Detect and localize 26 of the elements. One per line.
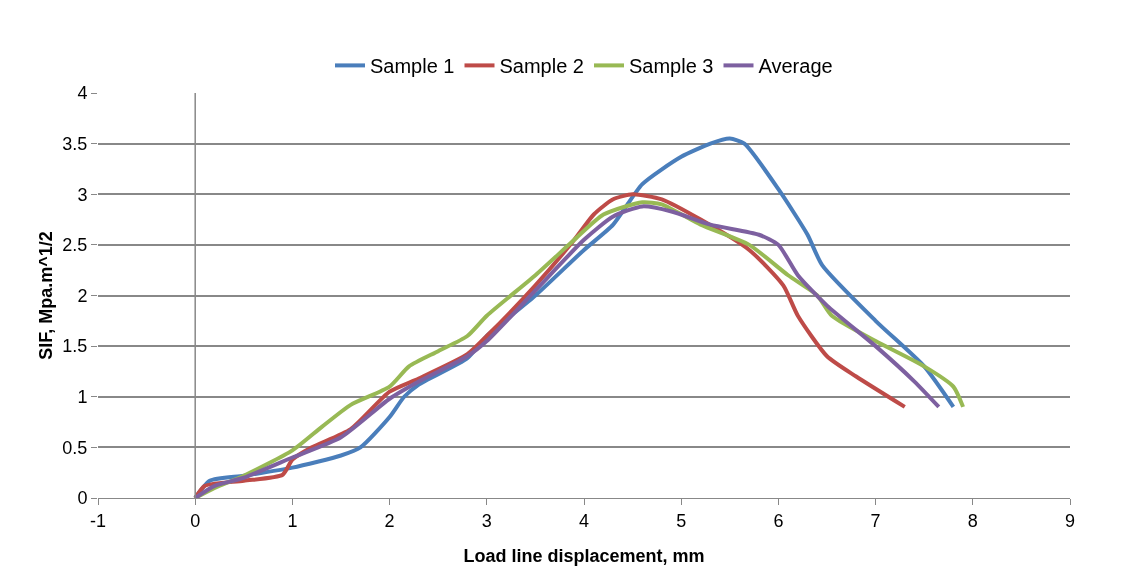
y-tick-label: 2.5 (62, 235, 88, 256)
y-tick-label: 0 (77, 488, 88, 509)
x-tick-label: 5 (676, 510, 687, 531)
y-tick-label: 1 (77, 387, 88, 408)
x-tick-label: 9 (1064, 510, 1076, 531)
legend-label: Sample 1 (370, 55, 455, 78)
x-tick-label: 6 (773, 510, 784, 531)
y-tick-label: 2 (77, 285, 88, 306)
x-tick-label: -1 (89, 510, 107, 531)
y-tick-label: 3 (77, 184, 88, 205)
x-tick-label: 7 (870, 510, 881, 531)
x-tick-label: 2 (384, 510, 395, 531)
x-tick-label: 8 (967, 510, 978, 531)
x-axis-title: Load line displacement, mm (463, 546, 705, 566)
y-axis-title: SIF, Mpa.m^1/2 (36, 231, 56, 360)
y-tick-label: 0.5 (62, 437, 88, 458)
y-tick-label: 1.5 (62, 336, 88, 357)
y-tick-label: 4 (77, 83, 88, 104)
y-tick-label: 3.5 (62, 133, 88, 154)
legend-label: Sample 3 (629, 55, 714, 78)
x-tick-label: 1 (287, 510, 298, 531)
legend-label: Sample 2 (499, 55, 584, 78)
x-tick-label: 3 (481, 510, 492, 531)
x-tick-label: 4 (578, 510, 590, 531)
legend-label: Average (758, 55, 833, 78)
x-tick-label: 0 (190, 510, 201, 531)
